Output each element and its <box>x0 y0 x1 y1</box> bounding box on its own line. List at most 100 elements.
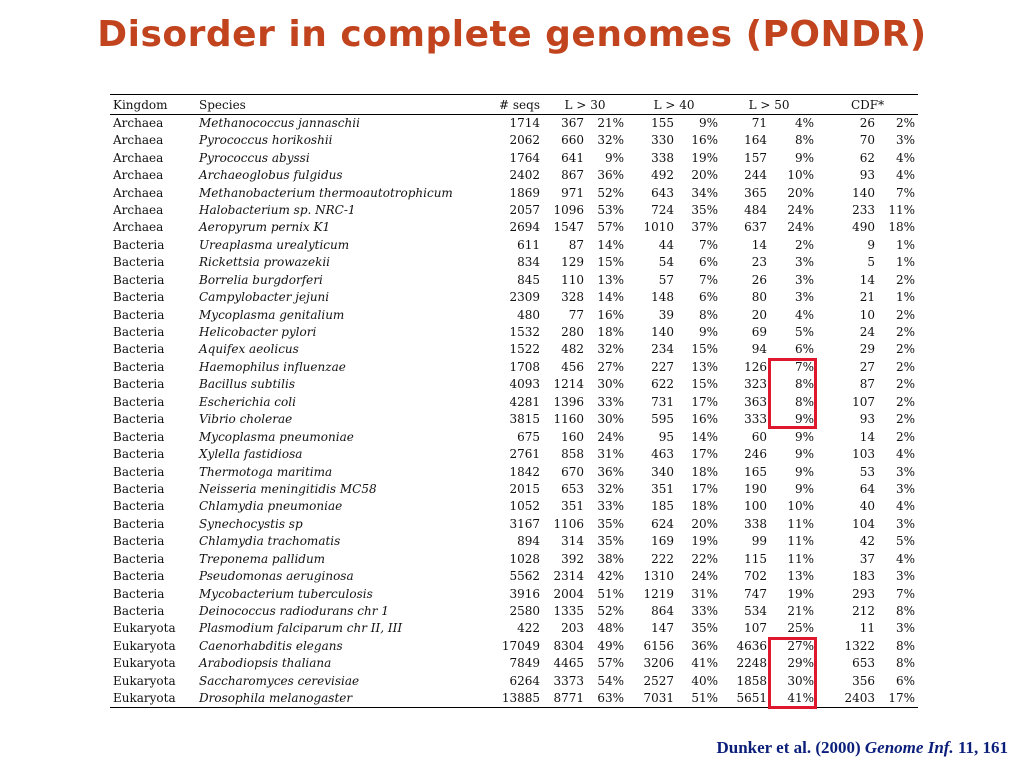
table-row: Bacteria Escherichia coli 4281 1396 33% 731 17… <box>110 394 918 411</box>
cell-l40-pct: 14% <box>691 429 719 444</box>
cell-kingdom: Bacteria <box>113 290 165 305</box>
cell-seqs: 1028 <box>509 551 540 566</box>
cell-seqs: 1522 <box>509 342 540 357</box>
cell-l30-count: 2004 <box>553 586 584 601</box>
cell-l40-count: 1219 <box>643 586 675 601</box>
cell-cdf-pct: 2% <box>896 325 916 340</box>
cell-species: Mycoplasma genitalium <box>199 307 345 322</box>
cell-l30-pct: 13% <box>597 272 625 287</box>
cell-l40-count: 95 <box>658 429 675 444</box>
cell-species: Pyrococcus horikoshii <box>199 133 333 148</box>
cell-l50-count: 164 <box>744 133 768 148</box>
cell-l50-count: 2248 <box>736 656 768 671</box>
cell-l30-count: 8304 <box>553 638 584 653</box>
table-row: Bacteria Mycobacterium tuberculosis 3916 20… <box>110 585 918 602</box>
cell-l40-pct: 6% <box>698 255 719 270</box>
cell-l50-count: 126 <box>744 359 768 374</box>
cell-l30-pct: 32% <box>597 133 625 148</box>
cell-l40-pct: 19% <box>691 150 719 165</box>
cell-seqs: 834 <box>517 255 540 270</box>
cell-species: Pseudomonas aeruginosa <box>199 569 354 584</box>
cell-seqs: 4093 <box>509 377 540 392</box>
cell-l30-pct: 33% <box>597 394 625 409</box>
cell-l40-count: 463 <box>651 447 675 462</box>
cell-l40-pct: 24% <box>691 569 719 584</box>
cell-l40-count: 2527 <box>643 673 675 688</box>
disorder-table: Kingdom Species # seqs L > 30 L > 40 L >… <box>110 94 919 708</box>
cell-l30-count: 1096 <box>553 202 584 217</box>
cell-kingdom: Bacteria <box>113 499 165 514</box>
cell-l50-count: 484 <box>744 202 768 217</box>
cell-l50-pct: 13% <box>787 569 815 584</box>
cell-cdf-pct: 4% <box>896 447 916 462</box>
cell-l30-pct: 21% <box>597 116 625 130</box>
table-row: Bacteria Rickettsia prowazekii 834 129 15% 54… <box>110 254 918 271</box>
cell-cdf-pct: 8% <box>896 604 916 619</box>
cell-kingdom: Eukaryota <box>113 656 176 671</box>
header-l40: L > 40 <box>627 94 722 115</box>
cell-l30-count: 653 <box>561 481 584 496</box>
cell-l40-count: 39 <box>658 307 675 322</box>
cell-species: Haemophilus influenzae <box>199 359 346 374</box>
cell-seqs: 1869 <box>509 185 540 200</box>
cell-l30-pct: 35% <box>597 534 625 549</box>
cell-l50-count: 60 <box>751 429 768 444</box>
cell-l50-count: 115 <box>744 551 768 566</box>
cell-l50-pct: 25% <box>787 621 815 636</box>
cell-seqs: 894 <box>517 534 540 549</box>
table-row: Bacteria Vibrio cholerae 3815 1160 30% 595 16%… <box>110 411 918 428</box>
cell-cdf-count: 10 <box>859 307 876 322</box>
cell-l50-pct: 11% <box>787 516 815 531</box>
cell-cdf-pct: 2% <box>896 394 916 409</box>
citation-authors: Dunker et al. (2000) <box>716 738 865 757</box>
table-header-row: Kingdom Species # seqs L > 30 L > 40 L >… <box>110 94 919 115</box>
cell-l50-pct: 30% <box>787 673 815 688</box>
cell-l30-count: 1335 <box>553 604 584 619</box>
cell-cdf-pct: 1% <box>896 237 916 252</box>
cell-cdf-pct: 4% <box>896 150 916 165</box>
cell-cdf-count: 233 <box>852 202 876 217</box>
cell-l50-pct: 7% <box>795 359 815 374</box>
table-row: Bacteria Deinococcus radiodurans chr 1 258… <box>110 603 918 620</box>
cell-kingdom: Bacteria <box>113 464 165 479</box>
table-row: Bacteria Helicobacter pylori 1532 280 18% 140… <box>110 324 918 341</box>
cell-l40-pct: 51% <box>677 690 722 708</box>
cell-l30-pct: 48% <box>597 621 625 636</box>
cell-l40-count: 185 <box>651 499 675 514</box>
cell-l40-pct: 35% <box>691 621 719 636</box>
cell-l30-pct: 63% <box>587 690 628 708</box>
cell-species: Ureaplasma urealyticum <box>199 237 350 252</box>
cell-cdf-count: 26 <box>859 116 876 130</box>
cell-species: Caenorhabditis elegans <box>199 638 343 653</box>
cell-l40-pct: 15% <box>691 342 719 357</box>
cell-l30-count: 456 <box>561 359 584 374</box>
cell-l30-pct: 14% <box>597 237 625 252</box>
cell-l30-pct: 57% <box>597 656 625 671</box>
cell-l30-count: 1396 <box>553 394 584 409</box>
cell-species: Helicobacter pylori <box>199 325 317 340</box>
cell-l50-count: 333 <box>744 412 768 427</box>
cell-cdf-count: 24 <box>859 325 876 340</box>
cell-l30-count: 351 <box>561 499 584 514</box>
cell-cdf-pct: 2% <box>896 377 916 392</box>
cell-l50-pct: 5% <box>795 325 815 340</box>
cell-l30-pct: 35% <box>597 516 625 531</box>
cell-kingdom: Bacteria <box>113 342 165 357</box>
cell-species: Aquifex aeolicus <box>199 342 299 357</box>
cell-seqs: 3815 <box>509 412 540 427</box>
cell-l30-pct: 49% <box>597 638 625 653</box>
cell-seqs: 1708 <box>509 359 540 374</box>
cell-l30-pct: 32% <box>597 481 625 496</box>
cell-seqs: 5562 <box>509 569 540 584</box>
cell-kingdom: Bacteria <box>113 516 165 531</box>
cell-seqs: 1714 <box>509 116 540 130</box>
table-row: Archaea Halobacterium sp. NRC-1 2057 1096 53… <box>110 202 918 219</box>
cell-l50-count: 26 <box>751 272 768 287</box>
cell-l50-pct: 9% <box>795 150 815 165</box>
cell-kingdom: Archaea <box>113 202 164 217</box>
cell-species: Bacillus subtilis <box>199 377 295 392</box>
cell-l50-pct: 9% <box>795 429 815 444</box>
cell-l30-count: 670 <box>561 464 584 479</box>
table-row: Eukaryota Saccharomyces cerevisiae 6264 337… <box>110 673 918 690</box>
cell-l30-count: 2314 <box>553 569 584 584</box>
